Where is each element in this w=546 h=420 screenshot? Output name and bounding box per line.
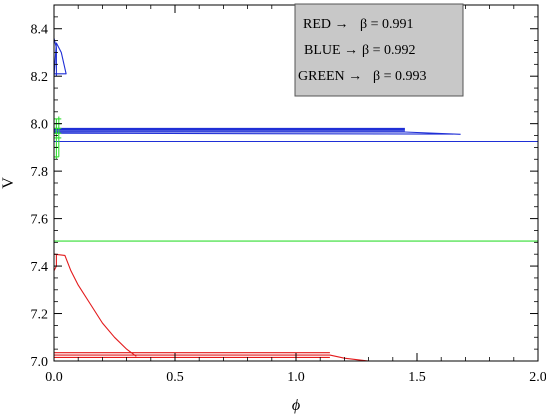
x-tick-label: 1.5 xyxy=(408,370,426,385)
y-tick-label: 7.2 xyxy=(31,308,49,323)
x-tick-label: 0.0 xyxy=(45,370,63,385)
y-tick-label: 8.0 xyxy=(31,118,49,133)
y-tick-label: 7.0 xyxy=(31,355,49,370)
y-axis-label: V xyxy=(0,177,17,189)
y-tick-label: 7.4 xyxy=(31,260,49,275)
legend-entry-green-label: GREEN → xyxy=(298,69,362,84)
x-tick-label: 1.0 xyxy=(287,370,305,385)
x-tick-label: 0.5 xyxy=(166,370,184,385)
y-tick-label: 8.2 xyxy=(31,70,49,85)
y-tick-label: 7.8 xyxy=(31,165,49,180)
legend-entry-blue-beta: β = 0.992 xyxy=(362,43,416,58)
legend-entry-red-beta: β = 0.991 xyxy=(360,17,414,32)
legend-entry-green-beta: β = 0.993 xyxy=(373,69,427,84)
legend-entry-blue-label: BLUE → xyxy=(304,43,358,58)
legend-entry-red-label: RED → xyxy=(303,17,349,32)
legend: RED → β = 0.991 BLUE → β = 0.992 GREEN →… xyxy=(295,4,463,96)
x-tick-label: 2.0 xyxy=(529,370,546,385)
y-tick-label: 7.6 xyxy=(31,213,49,228)
y-tick-label: 8.4 xyxy=(31,23,49,38)
x-axis-label: ϕ xyxy=(292,397,300,414)
